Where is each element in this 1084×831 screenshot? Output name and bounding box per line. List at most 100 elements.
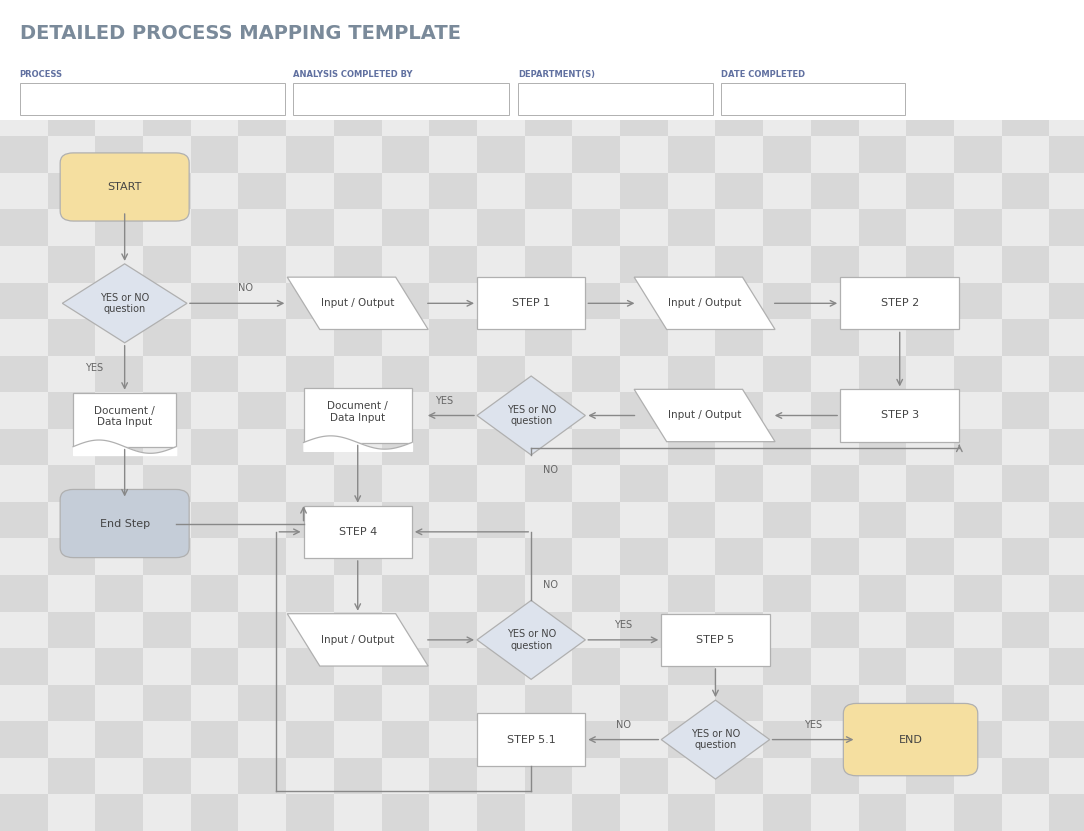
Bar [572, 758, 620, 794]
Bar [0, 721, 48, 758]
Bar [0, 538, 48, 575]
Bar [191, 502, 238, 538]
Bar [715, 502, 763, 538]
FancyBboxPatch shape [293, 83, 509, 115]
Polygon shape [287, 613, 428, 666]
Bar [48, 685, 95, 721]
Bar [477, 319, 525, 356]
Bar [477, 721, 525, 758]
Bar [572, 465, 620, 502]
Bar [143, 100, 191, 136]
Bar [1049, 283, 1084, 319]
Bar [715, 283, 763, 319]
Bar [620, 538, 668, 575]
Bar [238, 319, 286, 356]
Bar [191, 136, 238, 173]
Bar [763, 392, 811, 429]
Bar [429, 173, 477, 209]
Bar [477, 685, 525, 721]
Bar [668, 758, 715, 794]
Bar [954, 612, 1002, 648]
FancyBboxPatch shape [843, 703, 978, 776]
Bar [382, 721, 429, 758]
Text: YES or NO
question: YES or NO question [691, 729, 740, 750]
Bar [572, 794, 620, 831]
Bar [95, 758, 143, 794]
Bar [763, 685, 811, 721]
Bar [48, 502, 95, 538]
Bar [382, 685, 429, 721]
Bar [1002, 319, 1049, 356]
Bar [95, 356, 143, 392]
Bar [763, 575, 811, 612]
Bar [143, 648, 191, 685]
Text: Input / Output: Input / Output [668, 411, 741, 420]
Polygon shape [63, 263, 188, 342]
Bar [668, 136, 715, 173]
Bar [143, 209, 191, 246]
Bar [95, 612, 143, 648]
Text: End Step: End Step [100, 519, 150, 529]
Bar [525, 209, 572, 246]
Bar [334, 648, 382, 685]
Bar [286, 502, 334, 538]
Bar [859, 356, 906, 392]
Bar [143, 465, 191, 502]
Bar [525, 136, 572, 173]
Bar [429, 100, 477, 136]
Bar [668, 648, 715, 685]
Bar [954, 173, 1002, 209]
Bar [48, 758, 95, 794]
Bar [1049, 612, 1084, 648]
Bar [525, 319, 572, 356]
Bar [954, 429, 1002, 465]
Bar [191, 612, 238, 648]
Text: Input / Output: Input / Output [321, 298, 395, 308]
Bar [620, 429, 668, 465]
Bar [334, 685, 382, 721]
Text: YES: YES [436, 396, 453, 406]
FancyBboxPatch shape [304, 505, 412, 558]
Bar [954, 356, 1002, 392]
Bar [811, 502, 859, 538]
Bar [620, 136, 668, 173]
Bar [238, 648, 286, 685]
Bar [1049, 100, 1084, 136]
Bar [572, 283, 620, 319]
Bar [906, 575, 954, 612]
Bar [48, 173, 95, 209]
Bar [95, 575, 143, 612]
Bar [382, 173, 429, 209]
Bar [715, 612, 763, 648]
Bar [954, 502, 1002, 538]
Bar [620, 465, 668, 502]
Bar [620, 721, 668, 758]
Bar [477, 429, 525, 465]
Bar [238, 685, 286, 721]
Bar [715, 246, 763, 283]
Bar [1049, 721, 1084, 758]
Text: YES: YES [804, 720, 822, 730]
Bar [763, 100, 811, 136]
Bar [334, 319, 382, 356]
Bar [572, 721, 620, 758]
Bar [954, 685, 1002, 721]
Bar [0, 246, 48, 283]
Bar [1002, 648, 1049, 685]
Bar [620, 173, 668, 209]
Bar [954, 758, 1002, 794]
Bar [715, 685, 763, 721]
Bar [525, 758, 572, 794]
Bar [906, 648, 954, 685]
Bar [1049, 356, 1084, 392]
Bar [1002, 758, 1049, 794]
Bar [763, 758, 811, 794]
Bar [286, 429, 334, 465]
Bar [668, 538, 715, 575]
Bar [477, 392, 525, 429]
Bar [191, 246, 238, 283]
Bar [954, 100, 1002, 136]
Bar [477, 136, 525, 173]
Bar [572, 173, 620, 209]
Bar [715, 794, 763, 831]
